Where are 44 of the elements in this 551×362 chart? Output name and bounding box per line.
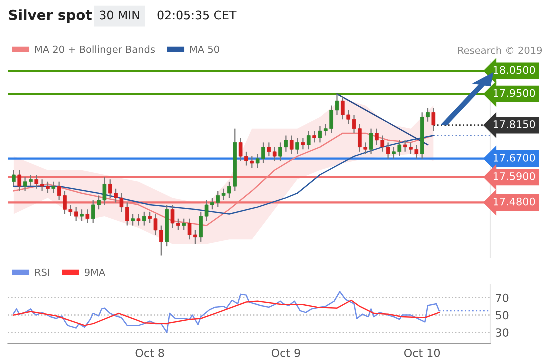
candlestick	[34, 174, 39, 190]
candlestick	[52, 181, 56, 194]
y-tick-label: 70	[496, 294, 509, 302]
x-tick-label: Oct 10	[404, 348, 440, 358]
legend-label: MA 50	[190, 46, 220, 54]
candlestick	[131, 214, 135, 226]
chart-subtitle: 30 MIN	[100, 10, 140, 20]
candlestick	[301, 138, 306, 150]
x-tick-label: Oct 9	[272, 348, 300, 358]
candlestick	[369, 128, 374, 155]
ref-line-label: 17.6700	[494, 154, 536, 162]
chart-title: Silver spot	[9, 10, 92, 24]
candlestick	[386, 142, 390, 160]
candlestick	[312, 130, 316, 144]
ref-line-label: 18.0500	[494, 66, 536, 74]
ref-line-label: 17.4800	[494, 198, 536, 206]
y-tick-label: 30	[496, 328, 509, 337]
candlestick	[12, 170, 16, 188]
legend-label: 9MA	[84, 268, 106, 276]
candlestick	[80, 209, 84, 222]
y-tick-label: 50	[496, 311, 509, 320]
text: 02:05:35 CET	[158, 10, 237, 20]
ref-line-label: 17.5900	[494, 172, 536, 180]
candlestick	[272, 146, 277, 162]
legend-label: RSI	[35, 268, 50, 276]
ref-line-label: 17.8150	[494, 120, 536, 128]
candlestick	[182, 218, 186, 231]
candlestick	[125, 202, 130, 226]
candlestick	[142, 211, 146, 226]
candlestick	[290, 135, 294, 155]
candlestick	[267, 142, 272, 158]
candlestick	[136, 214, 141, 226]
candlestick	[306, 130, 311, 150]
candlestick	[74, 206, 78, 222]
legend-label: MA 20 + Bollinger Bands	[35, 46, 156, 56]
candlestick	[199, 211, 204, 243]
candlestick	[296, 138, 300, 155]
text: Research © 2019	[458, 46, 542, 54]
candlestick	[432, 108, 436, 132]
line-series	[13, 300, 440, 326]
x-tick-label: Oct 8	[136, 348, 164, 358]
candlestick	[18, 170, 22, 192]
candlestick	[86, 209, 90, 224]
ref-line-label: 17.9500	[494, 89, 536, 98]
